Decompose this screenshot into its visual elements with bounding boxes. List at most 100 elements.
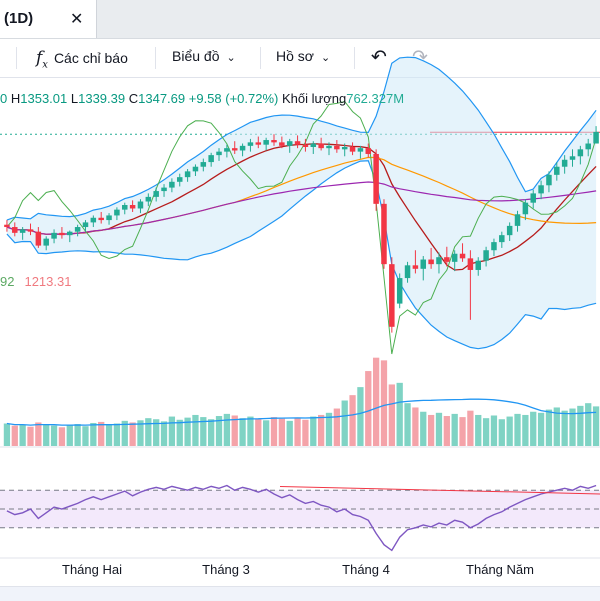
volume-bar (412, 407, 419, 446)
x-tick-label: Tháng 3 (202, 562, 250, 577)
candle-body (373, 153, 379, 204)
volume-bar (160, 421, 168, 446)
volume-bar (270, 417, 278, 446)
candle-body (467, 258, 474, 270)
undo-icon[interactable]: ↶ (371, 47, 387, 68)
volume-bar (459, 417, 466, 446)
candle-body (208, 155, 214, 163)
low-value: 1339.39 (78, 91, 126, 106)
volume-bar (404, 403, 411, 446)
volume-bar (490, 415, 498, 446)
close-key: C (128, 91, 139, 106)
volume-bar (239, 418, 246, 446)
candle-body (483, 250, 489, 261)
indicators-button[interactable]: fx Các chỉ báo (36, 48, 128, 70)
volume-bar (215, 416, 223, 446)
toolbar-separator (260, 47, 261, 69)
volume-bar (357, 387, 364, 446)
candle-body (279, 142, 285, 146)
candle-body (67, 231, 73, 236)
volume-bar (498, 419, 505, 446)
high-key: H (10, 91, 21, 106)
candle-body (27, 229, 34, 232)
volume-bar (231, 415, 238, 446)
candle-body (396, 278, 403, 304)
volume-ma-line (6, 398, 597, 426)
volume-bar (50, 425, 58, 446)
candle-body (239, 145, 246, 151)
volume-bar (58, 427, 66, 446)
candle-body (145, 196, 152, 202)
candle-body (514, 214, 521, 226)
candle-body (51, 232, 57, 239)
candle-body (491, 242, 497, 251)
candle-body (129, 205, 136, 209)
bollinger-cloud (6, 57, 597, 349)
bottom-strip (0, 586, 600, 601)
volume-bar (537, 412, 545, 446)
volume-bar (90, 422, 97, 446)
candle-body (577, 149, 584, 157)
volume-bar (569, 408, 576, 446)
x-tick-label: Tháng Năm (466, 562, 534, 577)
candle-body (341, 147, 348, 150)
indicators-label: Các chỉ báo (53, 50, 128, 66)
rsi-trendline (279, 485, 600, 495)
open-value: 0 (0, 91, 8, 106)
volume-bar (223, 413, 231, 446)
candle-body (231, 148, 238, 151)
candle-body (294, 141, 301, 145)
level-labels: 92 1213.31 (0, 274, 71, 289)
volume-bar (427, 414, 435, 446)
candle-body (420, 259, 427, 269)
candle-body (569, 156, 576, 160)
high-value: 1353.01 (20, 91, 68, 106)
candle-body (499, 235, 505, 243)
chevron-down-icon: ⌄ (226, 52, 236, 64)
volume-bar (19, 424, 26, 446)
bollinger-upper (6, 56, 597, 221)
volume-bar (310, 416, 317, 446)
candle-body (4, 224, 10, 228)
toolbar-separator (354, 47, 355, 69)
chart-type-button[interactable]: Biểu đồ ⌄ (172, 48, 236, 64)
candle-body (12, 227, 18, 233)
volume-bar (263, 420, 270, 446)
volume-bar (35, 422, 42, 446)
level-label-b: 1213.31 (24, 274, 72, 289)
volume-bar (482, 418, 490, 446)
volume-bar (333, 408, 340, 446)
volume-bar (341, 400, 348, 446)
candle-body (506, 225, 513, 236)
volume-bar (121, 420, 128, 446)
chart-type-label: Biểu đồ (172, 48, 220, 64)
candle-body (98, 217, 104, 221)
bollinger-lower (6, 160, 597, 350)
volume-bar (553, 407, 560, 446)
profile-button[interactable]: Hồ sơ ⌄ (276, 48, 330, 64)
volume-bar (380, 360, 388, 446)
candle-body (444, 257, 450, 262)
volume-value: 762.327M (346, 91, 405, 106)
close-icon[interactable]: ✕ (70, 11, 84, 28)
volume-bar (592, 406, 600, 446)
volume-bar (105, 424, 113, 446)
candle-body (176, 177, 183, 182)
low-key: L (70, 91, 79, 106)
volume-bar (514, 413, 521, 446)
chart-tab[interactable]: (1D) ✕ (0, 0, 97, 38)
candle-body (459, 253, 466, 259)
volume-bar (467, 410, 474, 446)
volume-bar (325, 412, 333, 446)
candle-body (74, 227, 81, 232)
volume-bar (388, 384, 395, 446)
volume-bar (443, 416, 450, 446)
profile-label: Hồ sơ (276, 48, 314, 64)
oscillator-line (6, 100, 597, 355)
volume-label: Khối lượng (282, 91, 347, 106)
volume-bar (286, 420, 293, 446)
volume-bar (302, 419, 309, 446)
candle-body (349, 147, 356, 152)
candle-body (59, 232, 65, 236)
